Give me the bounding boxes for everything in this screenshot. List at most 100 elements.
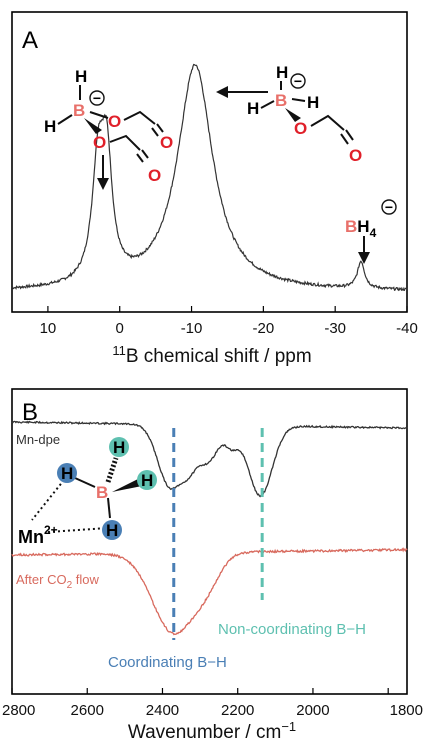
atom-h: H <box>307 93 319 112</box>
dotted-bond <box>47 527 109 533</box>
panel-a: A 10 0 -10 -20 -30 -40 11B chemical shift / p… <box>11 11 418 367</box>
atom-b: B <box>73 101 85 120</box>
atom-o: O <box>108 112 121 131</box>
x-tick-label: 2400 <box>146 702 179 719</box>
atom-b: B <box>275 91 287 110</box>
atom-h: H <box>113 438 125 457</box>
bh4-annotation: BH4 − <box>345 199 397 264</box>
x-tick-label: -10 <box>181 320 203 337</box>
bond <box>57 114 73 125</box>
mn-charge: 2+ <box>44 523 58 537</box>
molecule-diformate: H B − H O O O O <box>44 67 173 190</box>
charge-circle <box>290 73 306 89</box>
molecule-bh4-mn: H H H H B Mn2+ <box>18 437 157 547</box>
atom-o: O <box>160 133 173 152</box>
bond <box>151 127 159 137</box>
panel-a-label: A <box>22 27 38 54</box>
bond <box>340 133 349 145</box>
arrow-head <box>97 178 109 190</box>
panel-a-x-axis-title: 11B chemical shift / ppm <box>112 343 311 367</box>
spectrum-a-line <box>11 63 408 292</box>
bond <box>136 153 144 163</box>
atom-h: H <box>247 99 259 118</box>
mn-symbol: Mn <box>18 527 44 547</box>
x-tick-label: 0 <box>116 320 124 337</box>
atom-h: H <box>106 521 118 540</box>
label-coordinating-bh: Coordinating B−H <box>108 654 227 671</box>
atom-o: O <box>148 166 161 185</box>
hydrogen-sphere <box>57 463 77 483</box>
bh4-h: H <box>357 217 369 236</box>
bond <box>89 111 109 119</box>
atom-h: H <box>44 117 56 136</box>
bond <box>141 149 149 159</box>
charge-sign: − <box>385 199 393 215</box>
atom-o: O <box>294 119 307 138</box>
metal-mn: Mn2+ <box>18 523 58 547</box>
after-co2-sub: 2 <box>67 580 73 591</box>
x-tick-label: 2200 <box>221 702 254 719</box>
after-co2-main: After CO <box>16 572 67 587</box>
xlabel-b-main: Wavenumber / cm <box>128 722 281 743</box>
panel-a-x-ticks: 10 0 -10 -20 -30 -40 <box>40 306 418 337</box>
x-tick-label: -40 <box>396 320 418 337</box>
bh4-sub: 4 <box>370 226 377 240</box>
bond <box>74 477 96 488</box>
atom-h: H <box>75 67 87 86</box>
xlabel-b-sup: −1 <box>281 719 296 734</box>
bond <box>109 134 141 151</box>
hydrogen-sphere <box>137 470 157 490</box>
series-label-after-co2: After CO2 flow <box>16 572 99 591</box>
after-co2-suffix: flow <box>72 572 99 587</box>
hydrogen-sphere <box>109 437 129 457</box>
arrow-head <box>216 86 228 98</box>
wedge-bond <box>84 118 102 134</box>
label-noncoordinating-bh: Non-coordinating B−H <box>218 621 366 638</box>
atom-b: B <box>96 483 108 502</box>
xlabel-main: B chemical shift / ppm <box>126 346 312 367</box>
bond <box>260 100 275 109</box>
panel-a-frame <box>11 11 408 313</box>
series-label-mn-dpe: Mn-dpe <box>16 432 60 447</box>
x-tick-label: -20 <box>253 320 275 337</box>
x-tick-label: -30 <box>324 320 346 337</box>
atom-h: H <box>276 63 288 82</box>
panel-b-x-axis-title: Wavenumber / cm−1 <box>128 719 296 743</box>
x-tick-label: 2800 <box>2 702 35 719</box>
bond <box>107 497 111 519</box>
xlabel-sup: 11 <box>112 343 126 358</box>
bh4-b: B <box>345 217 357 236</box>
panel-b: B Mn-dpe After CO2 flow Non-coordinating… <box>2 388 423 743</box>
x-tick-label: 10 <box>40 320 57 337</box>
charge-sign: − <box>294 73 302 89</box>
wedge-bond <box>285 108 301 122</box>
atom-o: O <box>93 133 106 152</box>
hashed-bond <box>105 457 119 483</box>
bond <box>123 110 156 125</box>
charge-sign: − <box>93 90 101 106</box>
spectrum-after-co2-line <box>11 547 408 636</box>
dotted-bond <box>31 479 65 521</box>
x-tick-label: 1800 <box>390 702 423 719</box>
arrow-head <box>358 252 370 264</box>
atom-h: H <box>61 464 73 483</box>
atom-o: O <box>349 146 362 165</box>
bond <box>310 114 345 131</box>
panel-b-frame <box>11 388 408 695</box>
hydrogen-sphere <box>102 520 122 540</box>
panel-b-x-ticks: 2800 2600 2400 2200 2000 1800 <box>2 688 423 719</box>
molecule-monoformate: H B − H H O O <box>216 63 362 165</box>
spectrum-mn-dpe-line <box>11 420 408 498</box>
atom-h: H <box>141 471 153 490</box>
x-tick-label: 2000 <box>296 702 329 719</box>
bond <box>156 123 164 133</box>
x-tick-label: 2600 <box>71 702 104 719</box>
charge-circle <box>89 90 105 106</box>
charge-circle <box>381 199 397 215</box>
panel-b-label: B <box>22 399 38 426</box>
bond <box>345 129 354 141</box>
bond <box>291 98 306 102</box>
wedge-bond <box>112 478 142 492</box>
bh4-label: BH4 <box>345 217 377 240</box>
